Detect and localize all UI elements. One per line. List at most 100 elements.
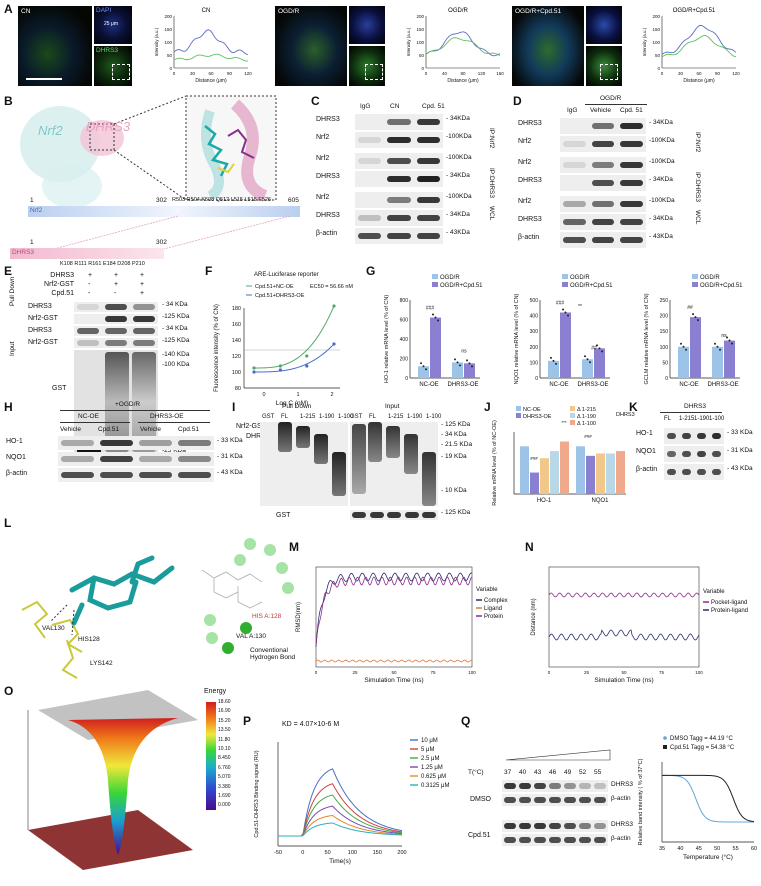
y-axis-label: Relative mRNA level (% of NC-OE) [492,420,498,506]
band [387,158,411,164]
y-tick: 100 [164,40,172,45]
mw-marker: - 19 KDa [441,453,467,460]
residue-bubble [234,554,246,566]
y-tick: 0 [169,66,172,71]
legend-title: Variable [703,589,725,595]
blot-strip [355,228,443,244]
lane-label: Vehicle [140,426,161,433]
legend-label: Cpd.51+DHRS3-OE [255,293,305,299]
legend-label: NC-OE [523,407,541,413]
roi-box [600,64,618,80]
y-tick: 50 [167,53,173,58]
nrf2-bar [28,206,300,217]
blot-strip [58,452,214,466]
colorbar-title: Energy [204,688,227,695]
band [133,316,155,322]
gst-strip [350,510,438,520]
band [358,215,382,221]
panel-label-h: H [4,400,13,414]
x-tick: 60 [751,846,757,852]
row-label: Nrf2-GST [28,339,58,346]
mw-marker: - 33 KDa [217,437,243,444]
colorbar-tick: 1.690 [218,793,231,799]
blot-strip [560,232,646,248]
x-tick: 75 [430,670,436,675]
data-point [437,319,439,322]
legend-label: 1.25 μM [421,765,443,771]
band [504,783,516,789]
row-label: Nrf2 [518,198,532,205]
bar [712,346,723,378]
lane-label: IgG [360,103,371,110]
data-point [728,339,731,342]
bar [616,451,625,494]
legend-label: 10 μM [421,738,438,744]
band [77,328,99,334]
residue-bubble [206,632,218,644]
series-line-pocket-ligand [548,592,700,598]
zoom-line [113,95,187,125]
ip-group-label: IP:DHRS3 [488,168,495,198]
series-line [278,805,403,837]
colorbar-tick: 15.20 [218,717,231,724]
blot-strip [74,326,158,336]
band [594,823,606,829]
band [132,352,156,452]
y-tick: 300 [530,329,539,335]
blot-strip [664,464,724,480]
condition-sign: - [88,281,91,288]
chart-title: ARE-Luciferase reporter [254,272,319,278]
bar [576,446,585,494]
x-tick: NC-OE [679,382,698,388]
bar [606,453,615,494]
residue-label: HIS128 [78,636,100,643]
bar [582,359,593,378]
group-label: Cpd.51 [468,832,491,839]
lane-label: IgG [567,107,578,114]
band [139,456,172,462]
band [504,823,516,829]
legend-swatch [692,274,698,279]
band [620,141,643,147]
blot-strip [664,428,724,444]
micrograph-cn-merge: CN [18,6,92,86]
temperature-tick: 55 [594,769,602,776]
band [564,797,576,803]
group-label: NC-OE [78,413,99,420]
nrf2-mid: 302 [156,197,167,204]
hbond [71,609,75,636]
band [667,433,676,439]
series-line-dhrs3 [425,37,501,57]
series-line [278,783,403,837]
significance: ## [591,345,597,351]
micrograph-ogdr-merge: OGD/R [275,6,347,86]
band [422,452,436,506]
residue-val130 [21,600,49,639]
band [416,137,440,143]
blot-strip [74,302,158,312]
mrna-bar-charts: 0 200 400 600 800 HO-1 relative mRNA level (%… [384,274,743,388]
significance: ns [461,348,467,354]
mw-marker: - 43KDa [446,229,470,236]
spr-sensorgram: -50 0 50 100 150 200 Time(s) Cpd.51-DHRS3 Bindi… [254,721,449,865]
band [519,837,531,843]
data-point [726,336,728,339]
nrf2-start: 1 [30,197,34,204]
ligand-bonds [227,128,255,159]
panel-label-a: A [4,2,13,16]
nrf2-end: 605 [288,197,299,204]
row-label: HO-1 [6,438,23,445]
band [712,451,721,457]
bar [530,472,539,494]
legend-title: Variable [476,587,498,593]
band [620,180,643,186]
band [100,472,133,478]
band [667,451,676,457]
data-point [680,342,682,345]
header-line [60,410,210,411]
x-tick: 60 [696,71,702,76]
ec50-label: EC50 = 56.66 nM [310,284,353,290]
row-label: DHRS3 [316,173,340,180]
mw-marker: -100KDa [446,193,472,200]
nrf2-bar-label: Nrf2 [30,207,43,214]
